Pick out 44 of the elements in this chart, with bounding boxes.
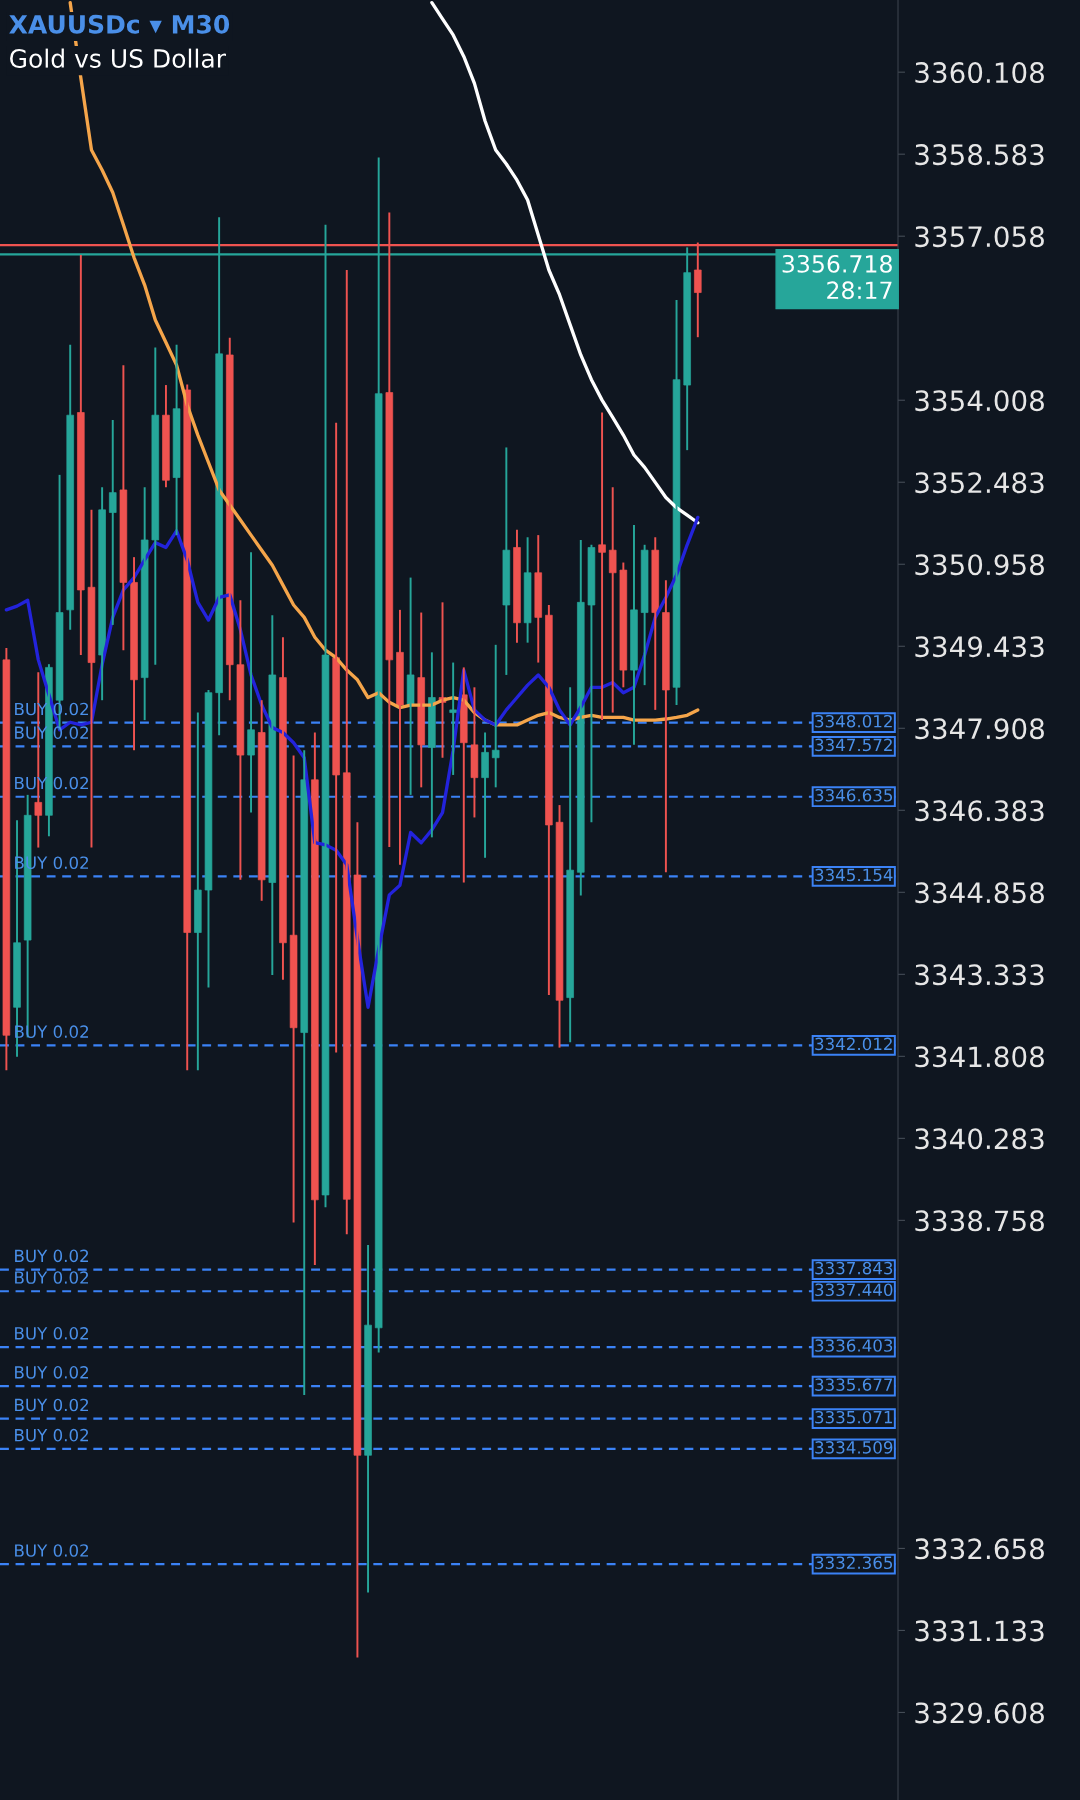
annotation: BUY 0.02 — [15, 1366, 89, 1379]
y-tick-label: 3352.483 — [915, 472, 1044, 494]
annotation: BUY 0.02 — [15, 1249, 89, 1263]
y-tick-label: 3347.908 — [915, 718, 1044, 740]
ref-line-label: 3347.572 — [815, 738, 892, 752]
candlestick — [87, 508, 96, 849]
text: Gold vs US Dollar — [10, 48, 226, 68]
chart-title: XAUUSDc ▾ M30 — [9, 14, 230, 34]
y-tick-label: 3340.283 — [915, 1128, 1044, 1150]
y-tick-label: 3338.758 — [915, 1210, 1044, 1232]
y-tick-label: 3331.133 — [915, 1620, 1044, 1642]
y-tick-label: 3346.383 — [915, 800, 1044, 822]
y-tick-label: 3357.058 — [915, 226, 1044, 248]
y-tick-label: 3344.858 — [915, 882, 1044, 904]
y-tick-label: 3350.958 — [915, 554, 1044, 576]
ref-line-label: 3332.365 — [815, 1556, 893, 1570]
y-tick-label: 3329.608 — [915, 1702, 1044, 1724]
y-tick-label: 3358.583 — [915, 144, 1044, 166]
ref-line-label: 3356.718 28:17 — [782, 254, 892, 300]
candlestick — [555, 804, 564, 1049]
ref-line-label: 3346.635 — [815, 788, 893, 802]
ref-line-label: 3337.843 — [815, 1261, 893, 1275]
ref-line-label: 3335.071 — [815, 1410, 892, 1424]
y-tick-label: 3332.658 — [915, 1538, 1044, 1560]
ref-line-label: 3335.677 — [815, 1378, 893, 1391]
ref-line-label: 3336.403 — [815, 1339, 893, 1352]
y-tick-label: 3360.108 — [915, 62, 1044, 84]
ref-line-label: 3348.012 — [815, 714, 892, 728]
annotation: BUY 0.02 — [15, 1428, 89, 1442]
candlestick — [204, 689, 213, 989]
y-tick-label: 3341.808 — [915, 1046, 1044, 1068]
candlestick — [449, 661, 457, 776]
ref-line-label: 3337.440 — [815, 1283, 893, 1297]
annotation: BUY 0.02 — [15, 1271, 89, 1284]
ref-line-label: 3345.154 — [815, 868, 893, 882]
line-series — [430, 1, 700, 525]
y-tick-label: 3343.333 — [915, 964, 1044, 986]
ref-line-label: 3342.012 — [815, 1037, 892, 1051]
y-tick-label: 3349.433 — [915, 636, 1044, 658]
ref-line-label: 3334.509 — [815, 1441, 893, 1454]
annotation: BUY 0.02 — [15, 1398, 89, 1412]
annotation: BUY 0.02 — [15, 1544, 89, 1557]
annotation: BUY 0.02 — [15, 1327, 89, 1340]
y-tick-label: 3354.008 — [915, 390, 1044, 412]
